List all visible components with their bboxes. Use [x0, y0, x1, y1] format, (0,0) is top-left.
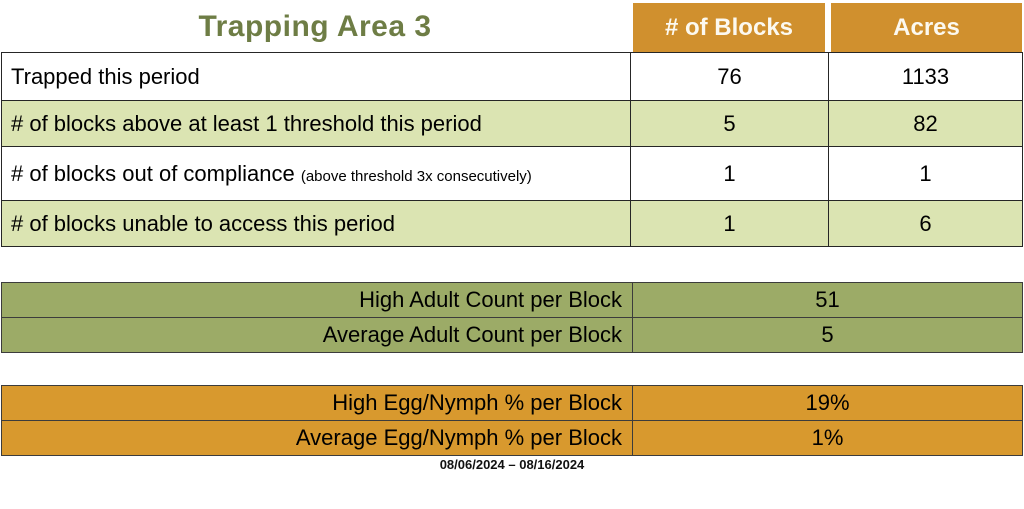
- acres-value-cell: 6: [828, 200, 1023, 247]
- row-label-cell: Trapped this period: [1, 52, 631, 101]
- report-date-range: 08/06/2024 – 08/16/2024: [439, 457, 585, 472]
- adult-count-table: High Adult Count per Block 51 Average Ad…: [1, 282, 1023, 353]
- row-label-note: (above threshold 3x consecutively): [300, 167, 532, 185]
- row-label: # of blocks unable to access this period: [11, 210, 396, 236]
- acres-value-cell: 82: [828, 100, 1023, 147]
- row-label-cell: Average Egg/Nymph % per Block: [1, 420, 633, 456]
- blocks-value-cell: 1: [630, 146, 829, 201]
- column-header-blocks: # of Blocks: [633, 3, 825, 52]
- table-row-above-threshold: # of blocks above at least 1 threshold t…: [1, 100, 1023, 147]
- column-header-acres: Acres: [831, 3, 1022, 52]
- row-label: # of blocks out of compliance: [11, 160, 295, 186]
- row-label-cell: High Adult Count per Block: [1, 282, 633, 318]
- row-value-cell: 51: [632, 282, 1023, 318]
- table-row-average-adult-count: Average Adult Count per Block 5: [1, 317, 1023, 353]
- table-row-high-adult-count: High Adult Count per Block 51: [1, 282, 1023, 318]
- row-label: Trapped this period: [11, 63, 200, 89]
- row-label-cell: Average Adult Count per Block: [1, 317, 633, 353]
- acres-value-cell: 1133: [828, 52, 1023, 101]
- table-row-out-of-compliance: # of blocks out of compliance (above thr…: [1, 146, 1023, 201]
- table-row-average-egg-nymph: Average Egg/Nymph % per Block 1%: [1, 420, 1023, 456]
- row-label-cell: High Egg/Nymph % per Block: [1, 385, 633, 421]
- row-label: # of blocks above at least 1 threshold t…: [11, 110, 482, 136]
- blocks-value-cell: 76: [630, 52, 829, 101]
- row-value-cell: 19%: [632, 385, 1023, 421]
- table-row-trapped: Trapped this period 76 1133: [1, 52, 1023, 101]
- page-title: Trapping Area 3: [198, 10, 432, 43]
- row-value-cell: 5: [632, 317, 1023, 353]
- summary-table: Trapped this period 76 1133 # of blocks …: [1, 52, 1023, 247]
- row-value-cell: 1%: [632, 420, 1023, 456]
- acres-value-cell: 1: [828, 146, 1023, 201]
- blocks-value-cell: 5: [630, 100, 829, 147]
- table-row-high-egg-nymph: High Egg/Nymph % per Block 19%: [1, 385, 1023, 421]
- row-label-cell: # of blocks above at least 1 threshold t…: [1, 100, 631, 147]
- table-row-unable-to-access: # of blocks unable to access this period…: [1, 200, 1023, 247]
- row-label-cell: # of blocks unable to access this period: [1, 200, 631, 247]
- blocks-value-cell: 1: [630, 200, 829, 247]
- row-label-cell: # of blocks out of compliance (above thr…: [1, 146, 631, 201]
- egg-nymph-table: High Egg/Nymph % per Block 19% Average E…: [1, 385, 1023, 456]
